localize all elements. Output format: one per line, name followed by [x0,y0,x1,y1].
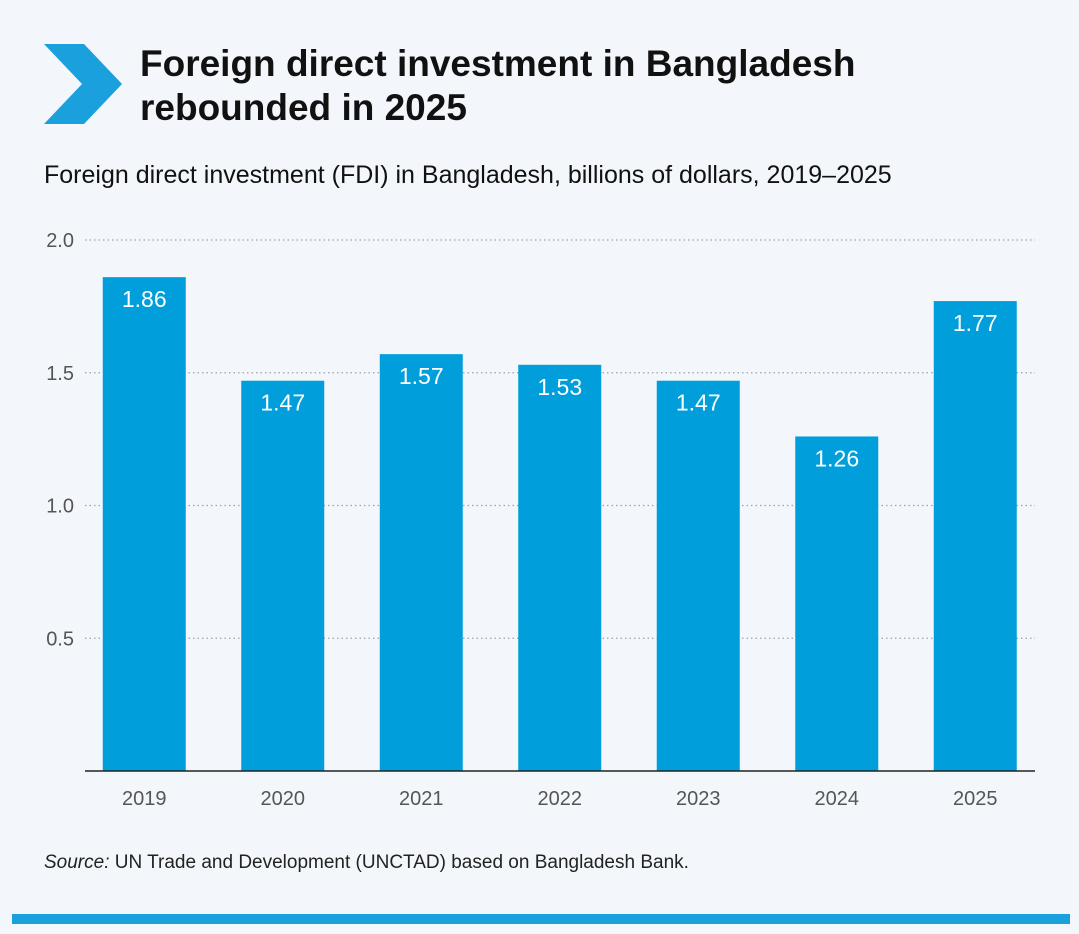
x-tick-label: 2019 [122,788,167,810]
data-label: 1.86 [122,286,167,312]
x-tick-label: 2022 [538,788,583,810]
data-label: 1.57 [399,363,444,389]
source-text: UN Trade and Development (UNCTAD) based … [109,852,689,873]
bar [379,354,463,771]
y-tick-label: 1.0 [46,496,74,518]
chart-subtitle: Foreign direct investment (FDI) in Bangl… [44,161,892,189]
chart-title: Foreign direct investment in Bangladesh … [140,43,856,128]
x-tick-label: 2021 [399,788,444,810]
bar [656,380,740,771]
y-tick-label: 0.5 [46,628,74,650]
data-label: 1.47 [260,390,305,416]
bar [518,364,602,771]
y-tick-label: 2.0 [46,230,74,252]
bottom-accent-bar [12,914,1070,924]
data-label: 1.47 [676,390,721,416]
bar [933,301,1017,771]
x-tick-label: 2023 [676,788,721,810]
x-tick-label: 2025 [953,788,998,810]
x-tick-label: 2020 [261,788,306,810]
data-label: 1.77 [953,310,998,336]
bar [241,380,325,771]
bar [102,277,186,771]
data-label: 1.53 [537,374,582,400]
source-note: Source: UN Trade and Development (UNCTAD… [44,852,689,874]
chevron-right-icon [44,44,122,124]
y-tick-label: 1.5 [46,363,74,385]
x-tick-label: 2024 [815,788,860,810]
data-label: 1.26 [814,445,859,471]
source-label: Source: [44,852,110,873]
bar [795,436,879,771]
